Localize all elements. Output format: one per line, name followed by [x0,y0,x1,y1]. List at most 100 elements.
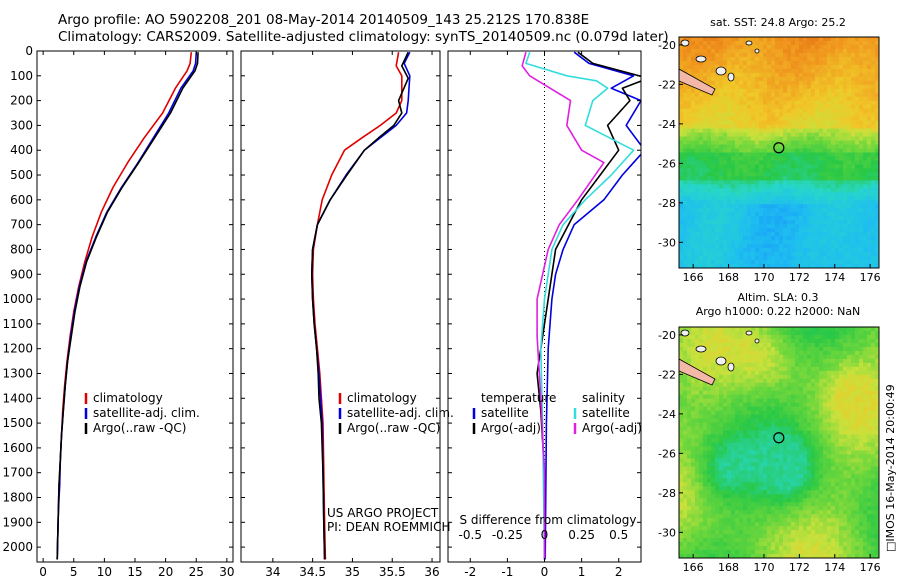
salinity-panel-plot-area [241,51,440,562]
sla-map-island [715,356,727,366]
temperature-panel-xtick-label: 25 [189,565,204,579]
difference-legend-label: Argo(-adj) [582,421,642,435]
difference-panel-series-3 [521,51,605,560]
sst-map-island [727,72,735,82]
sst-map-island [745,40,753,46]
temperature-panel-ytick-label: 700 [10,218,33,232]
temperature-panel-ytick-label: 900 [10,267,33,281]
salinity-panel-series-2 [310,51,410,560]
difference-legend-title-temperature: temperature [481,391,556,405]
temperature-panel-ytick-label: 1800 [2,491,33,505]
temperature-panel-ytick-label: 500 [10,168,33,182]
salinity-panel-legend-label: Argo(..raw -QC) [347,421,440,435]
sla-map-xtick-label: 174 [824,561,845,574]
salinity-panel-xtick-label: 35.5 [379,565,406,579]
temperature-panel-ytick-label: 1000 [2,292,33,306]
sla-map-ytick-label: -28 [658,487,676,500]
sst-map-island [754,48,760,54]
difference-top-tick-label: -0.25 [492,528,523,542]
sst-map-xtick-label: 168 [718,271,739,284]
figure-title-line-2: Climatology: CARS2009. Satellite-adjuste… [58,29,669,45]
difference-top-axis-label: S difference from climatology [460,513,637,527]
temperature-panel-legend-label: satellite-adj. clim. [93,406,200,420]
sla-map-island [727,362,735,372]
difference-legend-label: satellite [481,406,529,420]
salinity-panel-frame [240,50,441,563]
temperature-panel-xtick-label: 5 [70,565,78,579]
sst-map-xtick-label: 174 [824,271,845,284]
sst-map-island [715,66,727,76]
temperature-panel-ytick-label: 0 [25,44,33,58]
sst-map-ytick-label: -28 [658,197,676,210]
sst-map-island [695,55,707,63]
difference-panel-xtick-label: 1 [578,565,586,579]
salinity-panel-xtick-label: 34.5 [299,565,326,579]
temperature-panel-ytick-label: 800 [10,242,33,256]
sst-map-argo-marker [773,142,785,154]
sla-map-island [754,338,760,344]
temperature-panel-ytick-label: 300 [10,118,33,132]
credit-project: US ARGO PROJECT [327,506,439,520]
temperature-panel-ytick-label: 1700 [2,466,33,480]
difference-panel-series-group [521,51,641,560]
difference-panel-xtick-label: -1 [501,565,513,579]
temperature-panel-xtick-label: 15 [127,565,142,579]
temperature-panel-ytick-label: 1500 [2,416,33,430]
difference-legend-title-salinity: salinity [582,391,625,405]
temperature-panel-xtick-label: 30 [219,565,234,579]
sst-map-title: sat. SST: 24.8 Argo: 25.2 [710,16,846,29]
difference-panel-series-2 [525,51,635,560]
sst-map-xtick-label: 166 [683,271,704,284]
temperature-panel-ytick-label: 2000 [2,540,33,554]
sst-map-xtick-label: 176 [860,271,881,284]
salinity-panel-series-group [310,51,411,560]
temperature-panel-legend-label: Argo(..raw -QC) [93,421,186,435]
difference-panel-series-1 [536,51,641,560]
temperature-panel-legend-label: climatology [93,391,163,405]
figure-title-line-1: Argo profile: AO 5902208_201 08-May-2014… [58,12,590,28]
temperature-panel-ytick-label: 1400 [2,391,33,405]
credit-pi: PI: DEAN ROEMMICH [327,520,450,534]
sst-map-xtick-label: 170 [753,271,774,284]
difference-top-tick-label: 0 [541,528,549,542]
temperature-panel-ytick-label: 400 [10,143,33,157]
sla-map-ytick-label: -30 [658,526,676,539]
sla-map-ytick-label: -20 [658,329,676,342]
temperature-panel-ytick-label: 1300 [2,366,33,380]
difference-legend-label: Argo(-adj) [481,421,541,435]
temperature-panel-xtick-label: 20 [158,565,173,579]
temperature-panel-plot-area [37,51,233,562]
difference-panel-xtick-label: 0 [541,565,549,579]
difference-panel-xtick-label: 2 [615,565,623,579]
sla-map-ytick-label: -22 [658,368,676,381]
sst-map-ytick-label: -20 [658,39,676,52]
temperature-panel-ytick-label: 1200 [2,342,33,356]
difference-panel-xtick-label: -2 [464,565,476,579]
temperature-panel-xtick-label: 10 [97,565,112,579]
temperature-panel-ytick-label: 100 [10,69,33,83]
sla-map-argo-marker [773,432,785,444]
difference-top-tick-label: 0.25 [568,528,595,542]
difference-panel-series-0 [544,51,641,560]
sla-map-ytick-label: -26 [658,447,676,460]
temperature-panel-ytick-label: 1900 [2,515,33,529]
salinity-panel-legend-label: climatology [347,391,417,405]
sla-map-ytick-label: -24 [658,408,676,421]
sla-map-title: Altim. SLA: 0.3 [737,291,818,304]
temperature-panel-series-2 [56,52,199,560]
temperature-panel-series-group [56,52,199,560]
temperature-panel-xtick-label: 0 [39,565,47,579]
sst-map-landmass [679,68,716,96]
sla-map-landmass [679,358,716,386]
sla-map-island [745,330,753,336]
difference-top-tick-label: 0.5 [609,528,628,542]
sla-map-xtick-label: 172 [789,561,810,574]
sla-map-subtitle: Argo h1000: 0.22 h2000: NaN [696,305,861,318]
temperature-panel-ytick-label: 1600 [2,441,33,455]
sla-map-xtick-label: 166 [683,561,704,574]
sst-map-xtick-label: 172 [789,271,810,284]
sst-map-ytick-label: -24 [658,118,676,131]
sla-map-xtick-label: 170 [753,561,774,574]
sst-map-ytick-label: -22 [658,78,676,91]
